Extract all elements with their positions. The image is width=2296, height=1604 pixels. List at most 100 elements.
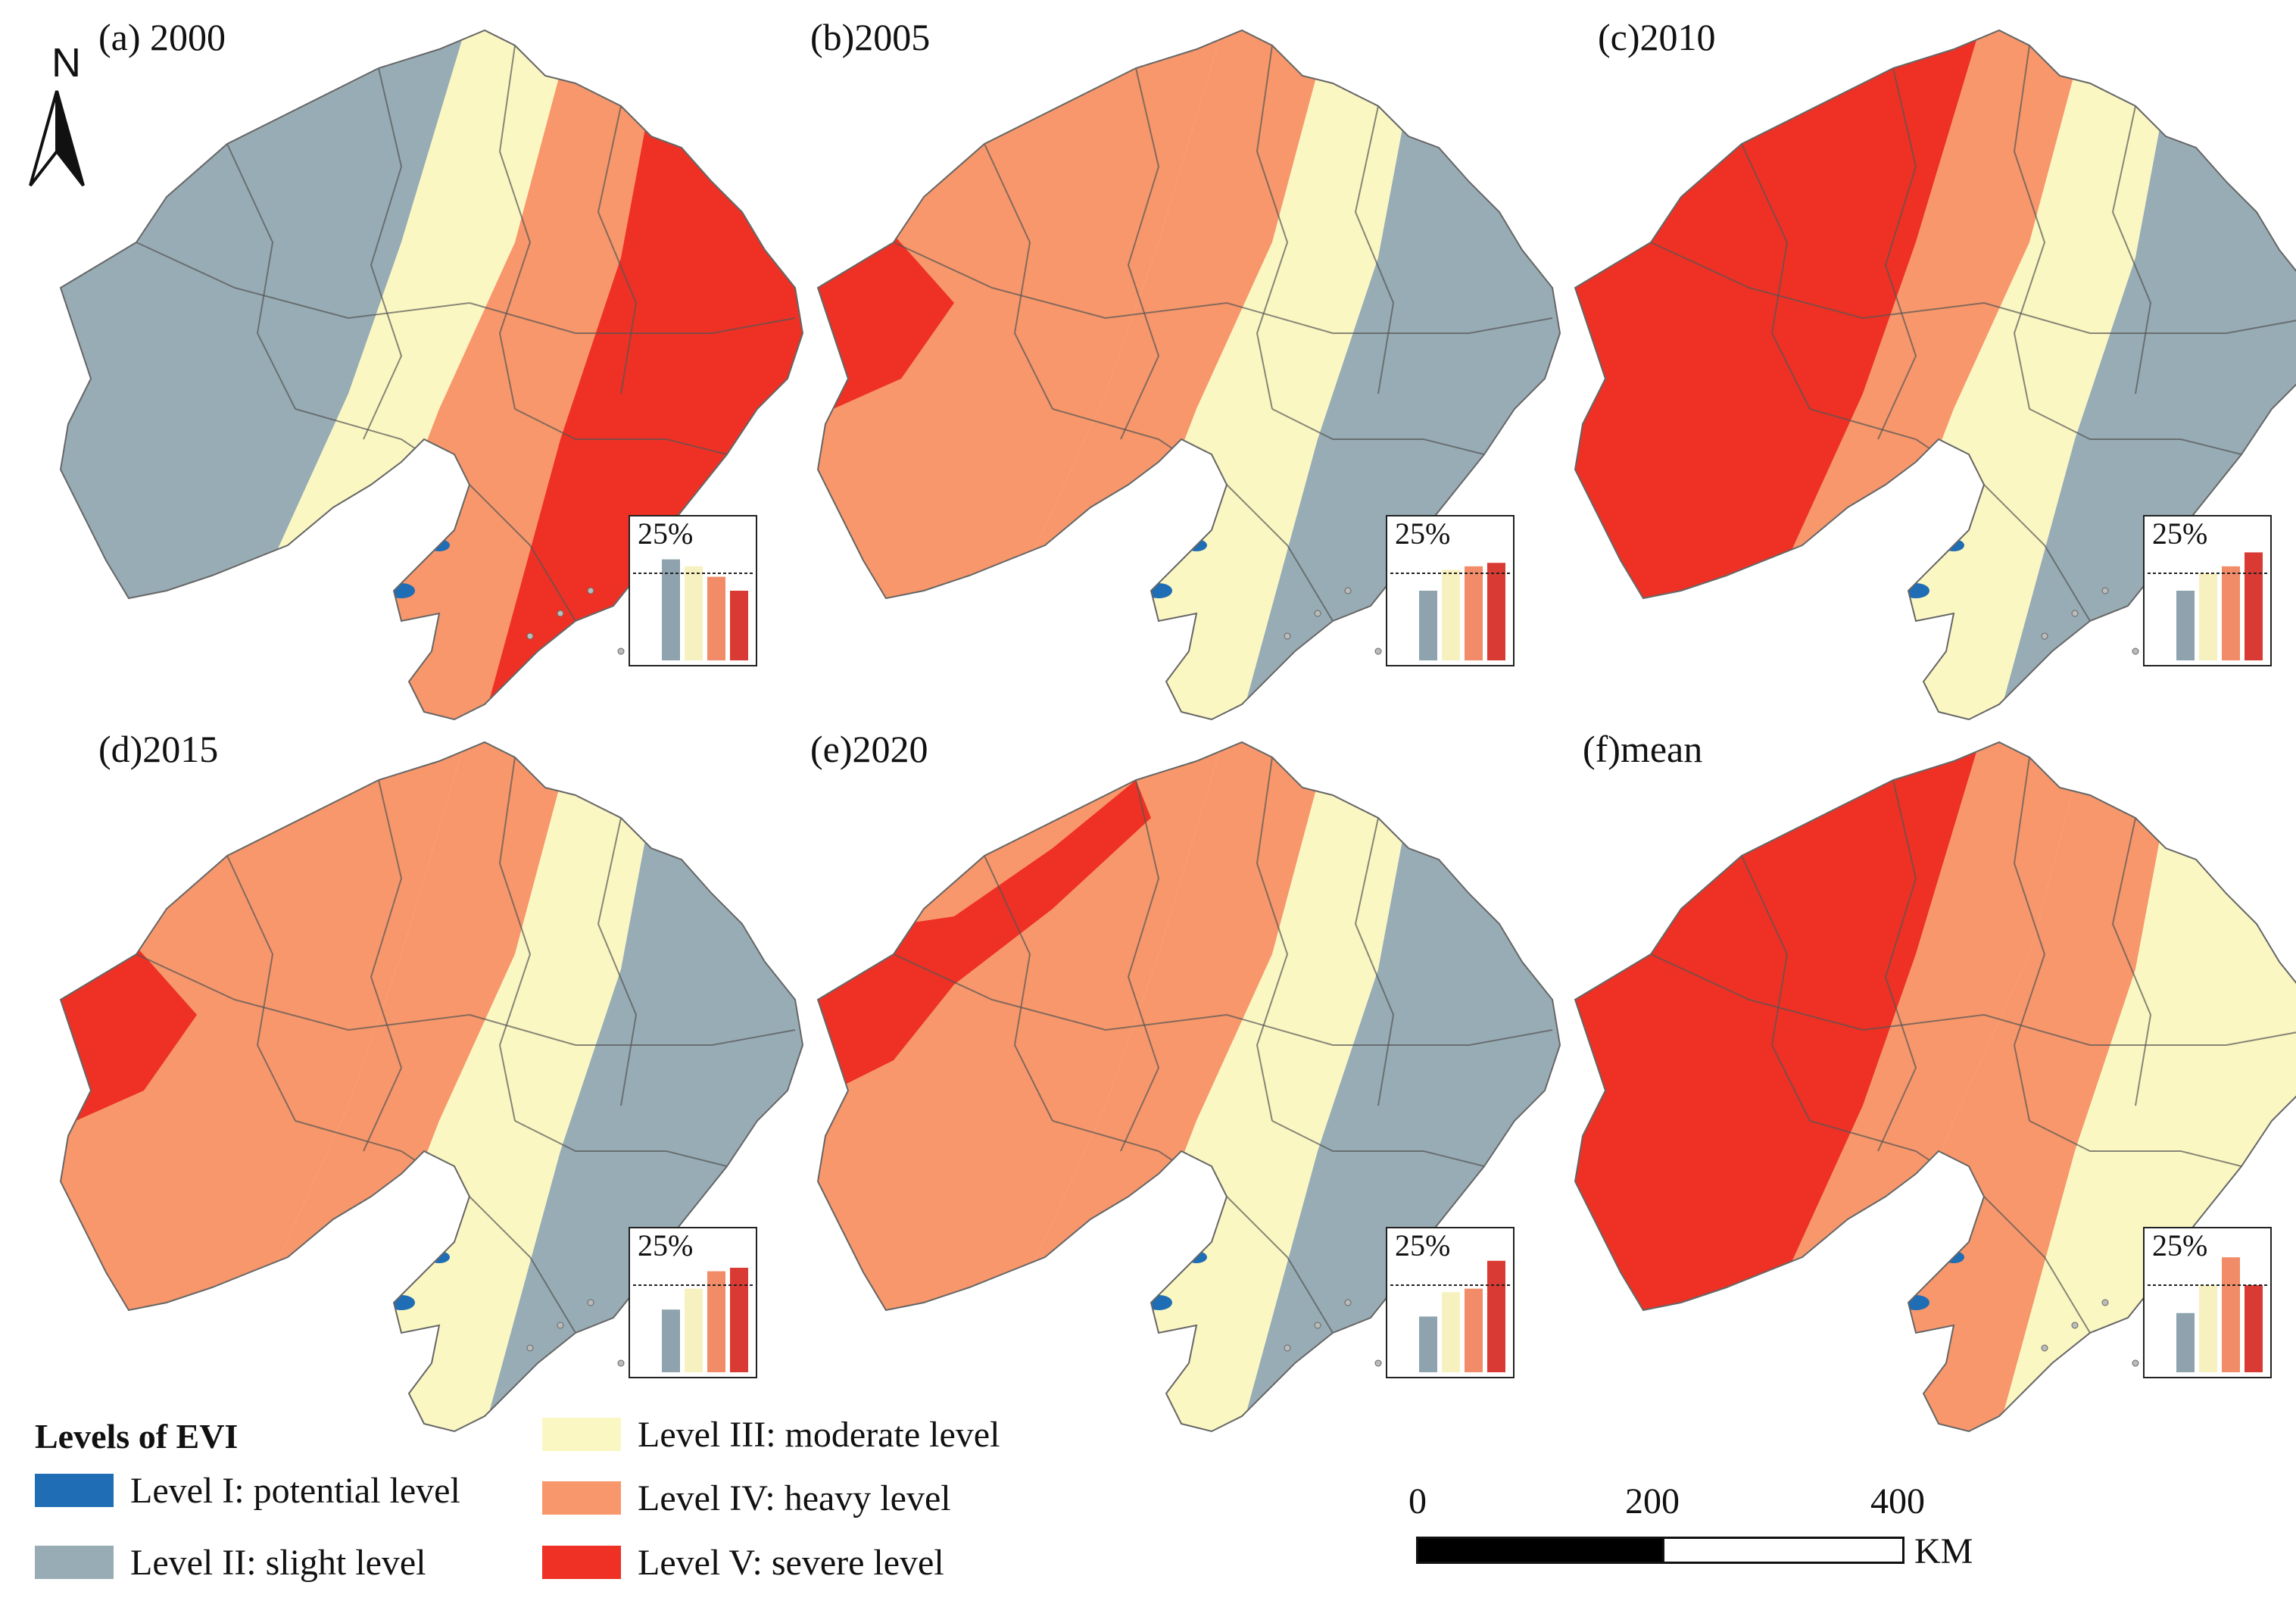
map-panel: (e)2020 25% bbox=[803, 727, 1561, 1439]
legend-item: Level I: potential level bbox=[35, 1469, 460, 1512]
evi-zone-severe bbox=[818, 780, 1151, 1106]
map-canvas bbox=[1574, 741, 2296, 1433]
legend-label: Level IV: heavy level bbox=[638, 1478, 951, 1518]
admin-boundary bbox=[498, 757, 532, 1122]
admin-boundary bbox=[363, 67, 403, 440]
evi-patch-potential bbox=[569, 1352, 582, 1359]
level-share-inset: 25% bbox=[629, 1227, 757, 1378]
panel-title: (e)2020 bbox=[810, 728, 928, 770]
evi-patch-potential bbox=[569, 640, 582, 648]
admin-boundary bbox=[2029, 408, 2242, 455]
admin-boundary bbox=[597, 105, 638, 395]
island bbox=[1344, 587, 1352, 594]
island bbox=[1284, 1344, 1291, 1352]
scale-tick-0: 0 bbox=[1408, 1481, 1427, 1521]
admin-boundary bbox=[1983, 1196, 2091, 1334]
legend-swatch bbox=[35, 1546, 114, 1579]
share-bar-level-3 bbox=[685, 566, 703, 660]
inset-reference-label: 25% bbox=[638, 516, 694, 551]
scale-bar: 0 200 400 KM bbox=[1408, 1481, 1999, 1571]
evi-zone-c bbox=[1030, 30, 1424, 719]
legend-swatch bbox=[35, 1474, 114, 1507]
province-outline bbox=[59, 741, 804, 1433]
island bbox=[2101, 587, 2109, 594]
admin-boundary bbox=[1877, 779, 1917, 1152]
share-bar-level-5 bbox=[2245, 552, 2263, 660]
evi-patch-potential bbox=[2084, 640, 2096, 648]
scale-tick-200: 200 bbox=[1625, 1481, 1680, 1521]
admin-boundary bbox=[1120, 67, 1160, 440]
island bbox=[617, 648, 625, 655]
island bbox=[2041, 632, 2048, 640]
admin-boundary bbox=[498, 45, 532, 410]
evi-zone-cw bbox=[61, 30, 576, 719]
evi-zone-cw bbox=[61, 742, 576, 1431]
legend-label: Level III: moderate level bbox=[638, 1414, 1000, 1455]
evi-patch-potential bbox=[2084, 1352, 2096, 1359]
admin-boundary bbox=[2111, 105, 2152, 395]
evi-zone-c bbox=[273, 30, 666, 719]
share-bar-level-2 bbox=[662, 1309, 680, 1372]
admin-boundary bbox=[226, 143, 296, 410]
share-bar-level-4 bbox=[2222, 566, 2240, 660]
island bbox=[1314, 610, 1321, 617]
admin-boundary bbox=[1650, 242, 2296, 334]
province-outline bbox=[1574, 741, 2296, 1433]
admin-boundary bbox=[1983, 484, 2091, 622]
evi-patch-potential bbox=[1327, 640, 1339, 648]
admin-boundary bbox=[1226, 484, 1334, 622]
island bbox=[617, 1359, 625, 1367]
admin-boundary bbox=[1354, 105, 1395, 395]
island bbox=[2132, 648, 2139, 655]
share-bar-level-2 bbox=[662, 559, 680, 660]
island bbox=[557, 1322, 564, 1329]
province-outline bbox=[59, 29, 804, 721]
north-arrow-icon bbox=[29, 90, 85, 187]
scale-unit: KM bbox=[1914, 1531, 1973, 1571]
panel-title: (f)mean bbox=[1583, 728, 1703, 770]
share-bar-level-4 bbox=[1465, 566, 1483, 660]
admin-boundary bbox=[893, 242, 1553, 334]
island bbox=[526, 1344, 534, 1352]
admin-boundary bbox=[893, 953, 1553, 1046]
admin-boundary bbox=[514, 1120, 728, 1167]
share-bar-level-2 bbox=[1419, 591, 1437, 660]
province-outline bbox=[816, 741, 1561, 1433]
legend-swatch bbox=[542, 1481, 621, 1515]
panel-title: (b)2005 bbox=[810, 16, 931, 58]
evi-zone-cw bbox=[1575, 30, 2090, 719]
admin-boundary bbox=[136, 242, 796, 334]
share-bar-level-3 bbox=[2199, 1285, 2217, 1372]
map-canvas bbox=[59, 29, 804, 721]
admin-boundary bbox=[1650, 953, 2296, 1046]
evi-patch-potential bbox=[1902, 1295, 1929, 1310]
evi-zone-c bbox=[1787, 742, 2181, 1431]
map-canvas bbox=[59, 741, 804, 1433]
evi-patch-potential bbox=[1902, 583, 1929, 598]
share-bar-level-4 bbox=[707, 1271, 725, 1372]
legend-title: Levels of EVI bbox=[35, 1417, 239, 1456]
share-bar-level-4 bbox=[1465, 1288, 1483, 1372]
inset-chart bbox=[633, 1268, 753, 1372]
map-panel: (b)2005 25% bbox=[803, 15, 1561, 727]
legend-item: Level II: slight level bbox=[35, 1541, 426, 1584]
admin-boundary bbox=[1741, 143, 1811, 410]
island bbox=[587, 587, 594, 594]
admin-boundary bbox=[2111, 817, 2152, 1106]
admin-boundary bbox=[2013, 45, 2046, 410]
legend-swatch bbox=[542, 1418, 621, 1451]
evi-patch-potential bbox=[1145, 1295, 1172, 1310]
share-bar-level-5 bbox=[1487, 563, 1505, 660]
admin-boundary bbox=[1354, 817, 1395, 1106]
province-outline bbox=[816, 29, 1561, 721]
island bbox=[2071, 610, 2079, 617]
share-bar-level-3 bbox=[1442, 1292, 1460, 1372]
inset-reference-label: 25% bbox=[638, 1228, 694, 1262]
level-share-inset: 25% bbox=[2143, 515, 2272, 666]
inset-chart bbox=[2148, 552, 2267, 660]
island bbox=[1284, 632, 1291, 640]
province-outline bbox=[1574, 29, 2296, 721]
admin-boundary bbox=[2029, 1120, 2242, 1167]
inset-chart bbox=[633, 559, 753, 660]
evi-zone-c bbox=[1030, 742, 1424, 1431]
